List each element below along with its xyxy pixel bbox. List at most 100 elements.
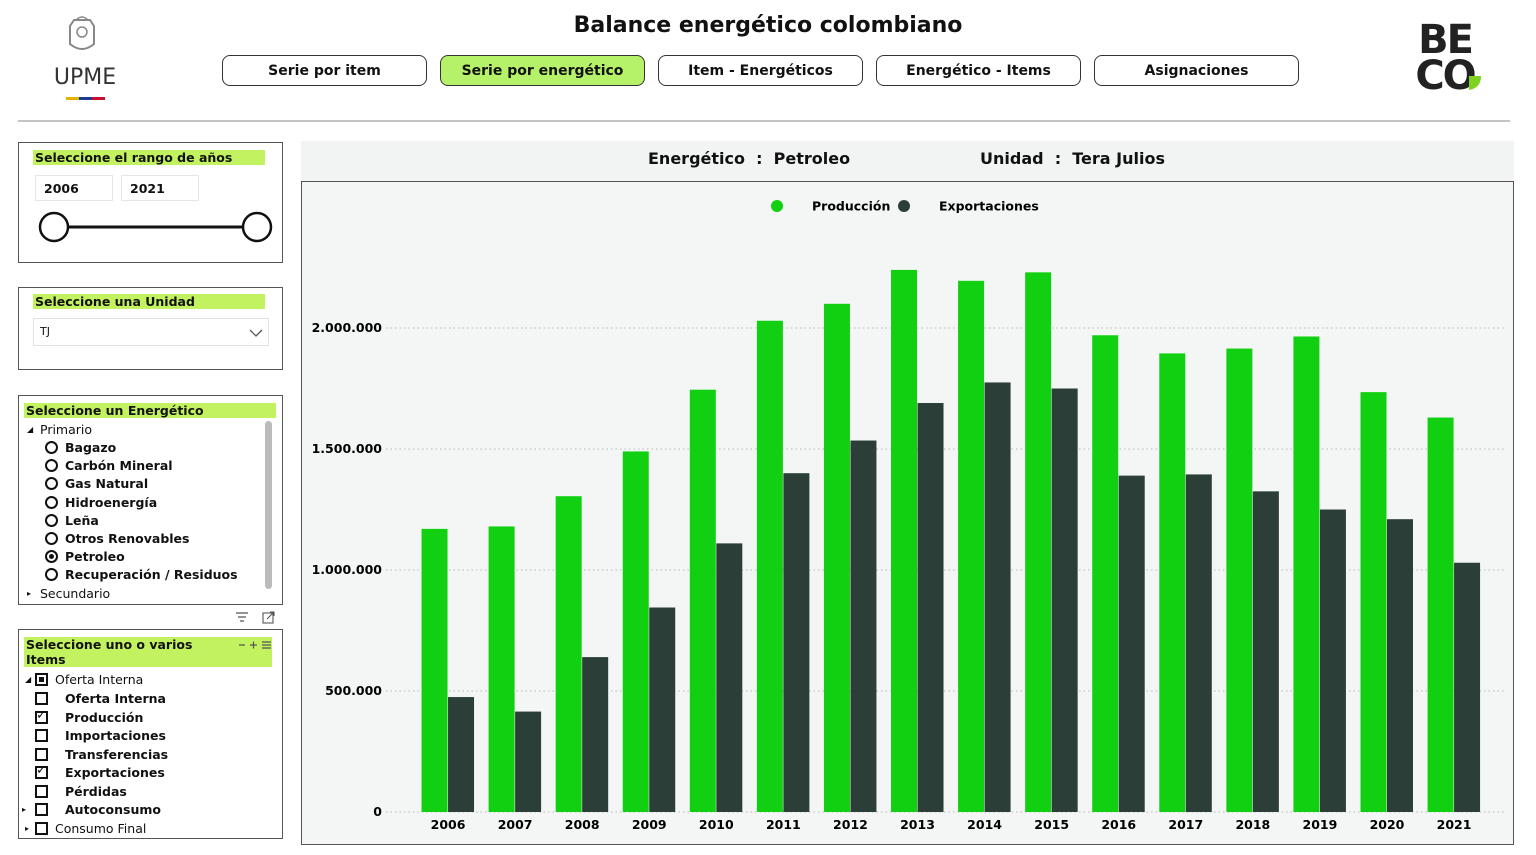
header-energetico: Energético : Petroleo (648, 149, 851, 168)
option[interactable]: Oferta Interna (35, 690, 166, 708)
nav-button[interactable]: Energético - Items (876, 55, 1081, 86)
upme-logo: UPME (54, 16, 116, 100)
group-label: Secundario (40, 585, 111, 601)
y-tick-label: 1.000.000 (312, 562, 383, 577)
checkbox (35, 729, 48, 742)
x-tick-label: 2016 (1101, 817, 1136, 832)
tree-group[interactable]: ▸ Secundario (27, 585, 110, 603)
nav-button[interactable]: Item - Energéticos (658, 55, 863, 86)
panel-icons (236, 611, 275, 624)
slider-handle[interactable] (38, 211, 70, 243)
year-slicer: Seleccione el rango de años 2006 2021 (18, 142, 283, 263)
bar (1454, 562, 1481, 812)
bar (515, 711, 542, 812)
bar (1185, 474, 1212, 812)
panel-title: Seleccione el rango de años (33, 150, 265, 165)
expander: ▸ (27, 588, 32, 598)
option-label: Bagazo (65, 440, 117, 455)
option-label: Pérdidas (65, 783, 127, 799)
option[interactable]: Hidroenergía (45, 494, 157, 512)
bar (689, 389, 716, 812)
energetico-slicer: Seleccione un Energético ◢ Primario Bagazo… (18, 395, 283, 605)
bar (1159, 353, 1186, 812)
x-tick-label: 2015 (1034, 817, 1069, 832)
option-label: Carbón Mineral (65, 458, 173, 474)
brand-logo: BE CO (1415, 18, 1481, 98)
chart-header: Energético : Petroleo Unidad : Tera Juli… (301, 141, 1514, 181)
checkbox (35, 821, 48, 835)
checkbox (35, 762, 48, 780)
bar (783, 473, 810, 812)
tree-group[interactable]: ◢ Primario (27, 421, 92, 439)
panel-title: Seleccione un Energético (24, 403, 276, 418)
radio (45, 459, 58, 473)
option[interactable]: Otros Renovables (45, 530, 189, 548)
dropdown-value: TJ (40, 325, 50, 338)
option[interactable]: Recuperación / Residuos (45, 566, 238, 584)
option-label: Hidroenergía (65, 494, 158, 510)
brand-line: BE (1418, 18, 1472, 63)
option[interactable]: Pérdidas (35, 783, 127, 801)
expander: ▸ (25, 823, 30, 833)
option[interactable]: Importaciones (35, 727, 166, 745)
option[interactable]: Petroleo (45, 548, 125, 566)
tree-controls[interactable] (237, 639, 275, 651)
nav-button[interactable]: Serie por item (222, 55, 427, 86)
tree-group[interactable]: ◢ Oferta Interna (25, 671, 143, 689)
x-tick-label: 2017 (1168, 817, 1203, 832)
x-tick-label: 2007 (498, 817, 533, 832)
radio (45, 495, 58, 509)
y-tick-label: 0 (373, 804, 382, 819)
option[interactable]: ▸ Autoconsumo (22, 801, 161, 819)
header-unidad: Unidad : Tera Julios (980, 149, 1165, 168)
option[interactable]: Transferencias (35, 746, 168, 764)
x-tick-label: 2014 (967, 817, 1002, 832)
bar (1025, 272, 1052, 813)
nav-button[interactable]: Asignaciones (1094, 55, 1299, 86)
bar (448, 697, 475, 812)
option-label: Exportaciones (65, 765, 165, 780)
expander: ◢ (27, 425, 34, 434)
filter-icon[interactable] (236, 612, 248, 622)
bar (1386, 519, 1413, 812)
bar (421, 528, 448, 812)
scrollbar[interactable] (265, 421, 272, 589)
year-end[interactable]: 2021 (121, 175, 199, 201)
bar (1427, 417, 1454, 812)
panel-title: Seleccione una Unidad (33, 294, 265, 309)
bar (582, 657, 609, 812)
radio (45, 568, 58, 582)
x-tick-label: 2013 (900, 817, 935, 832)
slider-handle[interactable] (241, 211, 273, 243)
y-tick-label: 1.500.000 (312, 441, 383, 456)
option-label: Oferta Interna (65, 691, 166, 706)
group-label: Consumo Final (55, 820, 147, 836)
x-tick-label: 2011 (766, 817, 801, 832)
focus-icon[interactable] (262, 612, 274, 624)
year-start[interactable]: 2006 (35, 175, 113, 201)
option[interactable]: Exportaciones (35, 762, 165, 782)
bar (850, 440, 877, 812)
checkbox (35, 707, 48, 725)
option[interactable]: Carbón Mineral (45, 457, 173, 475)
x-tick-label: 2008 (565, 817, 600, 832)
bar (1293, 336, 1320, 812)
group-label: Primario (40, 422, 93, 437)
y-tick-label: 2.000.000 (312, 320, 383, 335)
unit-dropdown[interactable]: TJ (33, 318, 269, 346)
option[interactable]: Leña (45, 512, 99, 530)
radio (45, 513, 58, 527)
option[interactable]: Producción (35, 707, 143, 727)
bar (1118, 475, 1145, 812)
tree-group[interactable]: ▸ Consumo Final (25, 820, 146, 838)
option[interactable]: Gas Natural (45, 475, 148, 493)
expander: ▸ (22, 805, 27, 814)
option[interactable]: Bagazo (45, 439, 116, 457)
checkbox (35, 803, 48, 816)
bar (891, 269, 918, 812)
option-label: Recuperación / Residuos (65, 567, 238, 583)
legend-label: Producción (812, 199, 890, 214)
nav-button[interactable]: Serie por energético (440, 55, 645, 86)
option-label: Transferencias (65, 746, 169, 762)
